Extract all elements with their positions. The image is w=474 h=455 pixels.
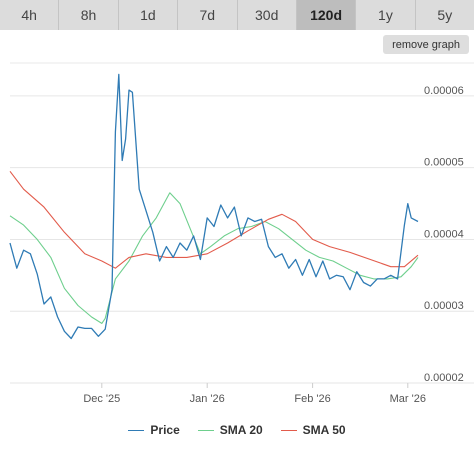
x-tick-label: Mar '26	[390, 393, 426, 405]
y-tick-label: 0.00002	[424, 372, 464, 384]
tab-30d[interactable]: 30d	[238, 0, 297, 30]
legend-item-price[interactable]: Price	[128, 423, 180, 437]
price-chart: 0.00002 0.00003 0.00004 0.00005 0.00006 Dec '…	[9, 62, 474, 405]
series-line-sma-20	[9, 192, 419, 324]
remove-graph-button[interactable]: remove graph	[383, 35, 469, 54]
series-line-price	[9, 73, 419, 340]
tab-120d[interactable]: 120d	[296, 0, 357, 30]
chart-legend: Price SMA 20 SMA 50	[0, 420, 474, 440]
tab-8h[interactable]: 8h	[59, 0, 119, 30]
timeframe-tabs: 4h 8h 1d 7d 30d 120d 1y 5y	[0, 0, 474, 30]
y-tick-label: 0.00004	[424, 228, 464, 240]
y-tick-label: 0.00006	[424, 85, 464, 97]
legend-label: SMA 20	[219, 423, 263, 437]
tab-1y[interactable]: 1y	[356, 0, 416, 30]
legend-label: Price	[150, 423, 180, 437]
x-tick-label: Feb '26	[294, 393, 330, 405]
legend-item-sma-20[interactable]: SMA 20	[197, 423, 263, 437]
x-tick-label: Dec '25	[83, 393, 120, 405]
tab-1d[interactable]: 1d	[119, 0, 179, 30]
legend-label: SMA 50	[302, 423, 346, 437]
y-tick-label: 0.00003	[424, 300, 464, 312]
series-line-sma-50	[9, 170, 419, 269]
tab-7d[interactable]: 7d	[178, 0, 238, 30]
tab-5y[interactable]: 5y	[437, 7, 453, 23]
legend-swatch	[197, 429, 214, 431]
y-tick-label: 0.00005	[424, 157, 464, 169]
tab-4h[interactable]: 4h	[0, 0, 60, 30]
legend-item-sma-50[interactable]: SMA 50	[280, 423, 346, 437]
legend-swatch	[280, 429, 297, 431]
x-tick-label: Jan '26	[190, 393, 225, 405]
legend-swatch	[128, 429, 145, 431]
